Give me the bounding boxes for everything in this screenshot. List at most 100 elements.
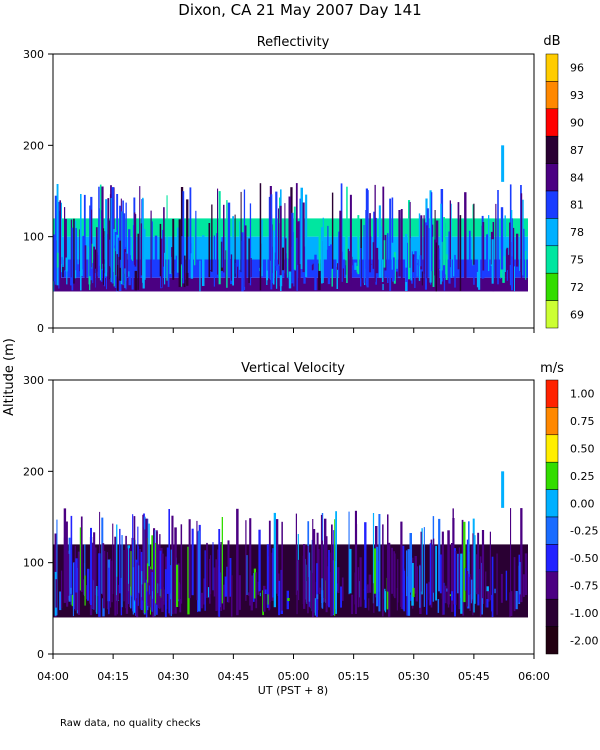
echo-streak (426, 208, 429, 276)
colorbar-label: 1.00 (570, 388, 595, 401)
echo-streak (64, 219, 67, 270)
echo-streak (187, 546, 190, 615)
y-tick-label: 300 (23, 48, 44, 61)
echo-streak (428, 228, 430, 267)
echo-streak (112, 523, 114, 594)
echo-streak (259, 183, 262, 291)
echo-streak (320, 514, 323, 598)
echo-streak (125, 202, 127, 281)
echo-streak (272, 230, 275, 285)
colorbar-label: 84 (570, 171, 584, 184)
echo-streak (463, 521, 466, 603)
echo-streak (134, 270, 138, 291)
echo-streak (159, 223, 162, 277)
echo-streak (298, 264, 301, 290)
echo-streak (296, 560, 298, 615)
echo-streak (491, 594, 493, 612)
echo-streak (141, 571, 143, 598)
echo-streak (66, 595, 69, 607)
echo-streak (210, 555, 212, 595)
echo-streak (321, 540, 323, 599)
echo-streak (479, 556, 482, 617)
echo-streak (246, 555, 248, 595)
echo-streak (318, 587, 321, 595)
echo-streak (438, 518, 441, 592)
echo-streak (101, 186, 104, 269)
echo-streak (417, 262, 420, 266)
echo-streak (364, 586, 367, 608)
echo-streak (119, 259, 121, 268)
echo-streak (485, 571, 487, 608)
echo-streak (272, 548, 274, 598)
echo-streak (167, 265, 170, 287)
echo-streak (131, 261, 134, 290)
echo-streak (117, 584, 119, 600)
colorbar-swatch (545, 626, 559, 655)
echo-streak (237, 266, 239, 284)
echo-streak (486, 586, 489, 592)
echo-streak (276, 519, 279, 594)
echo-streak (396, 250, 398, 269)
echo-streak (348, 511, 350, 595)
echo-streak (400, 209, 403, 290)
echo-streak (182, 191, 185, 284)
echo-streak (95, 227, 98, 291)
echo-streak (382, 186, 385, 284)
echo-streak (65, 521, 68, 598)
echo-streak (287, 598, 290, 601)
echo-streak (312, 529, 316, 613)
echo-streak (507, 254, 510, 283)
echo-streak (236, 508, 239, 616)
echo-streak (423, 527, 425, 607)
colorbar-swatch (545, 81, 559, 110)
echo-streak (328, 550, 330, 608)
echo-streak (71, 594, 74, 607)
echo-streak (174, 527, 177, 614)
echo-streak (91, 243, 93, 269)
echo-streak (179, 599, 182, 613)
echo-streak (136, 598, 139, 618)
echo-streak (396, 588, 398, 611)
echo-streak (306, 546, 309, 604)
echo-streak (151, 221, 153, 275)
echo-streak (150, 588, 153, 611)
echo-streak (305, 581, 308, 603)
echo-streak (477, 532, 480, 595)
echo-streak (429, 190, 432, 283)
echo-streak (291, 212, 294, 284)
echo-streak (112, 199, 114, 271)
echo-streak (226, 566, 228, 597)
echo-streak (82, 235, 85, 270)
echo-streak (305, 194, 308, 277)
echo-streak (141, 584, 144, 601)
echo-streak (84, 575, 86, 606)
echo-streak (452, 508, 454, 601)
echo-streak (459, 215, 462, 291)
echo-streak (513, 557, 516, 612)
echo-streak (497, 190, 499, 285)
y-tick-label: 0 (37, 648, 44, 661)
echo-streak (150, 210, 152, 291)
echo-streak (221, 517, 223, 604)
x-tick-label: 04:45 (218, 670, 250, 683)
echo-streak (337, 567, 340, 593)
echo-streak (375, 247, 379, 274)
echo-streak (145, 579, 148, 618)
echo-streak (376, 546, 379, 607)
echo-streak (505, 570, 508, 601)
echo-streak (133, 212, 136, 265)
echo-streak (217, 188, 219, 275)
echo-streak (171, 247, 173, 274)
echo-streak (494, 588, 496, 594)
colorbar-swatch (545, 163, 559, 192)
echo-streak (248, 592, 251, 596)
echo-streak (373, 548, 377, 594)
echo-streak (202, 235, 205, 286)
echo-streak (230, 254, 233, 281)
echo-streak (474, 535, 476, 604)
echo-streak (73, 218, 75, 284)
echo-streak (316, 563, 318, 617)
echo-streak (406, 242, 408, 291)
echo-streak (373, 583, 375, 613)
colorbar-label: 81 (570, 199, 584, 212)
